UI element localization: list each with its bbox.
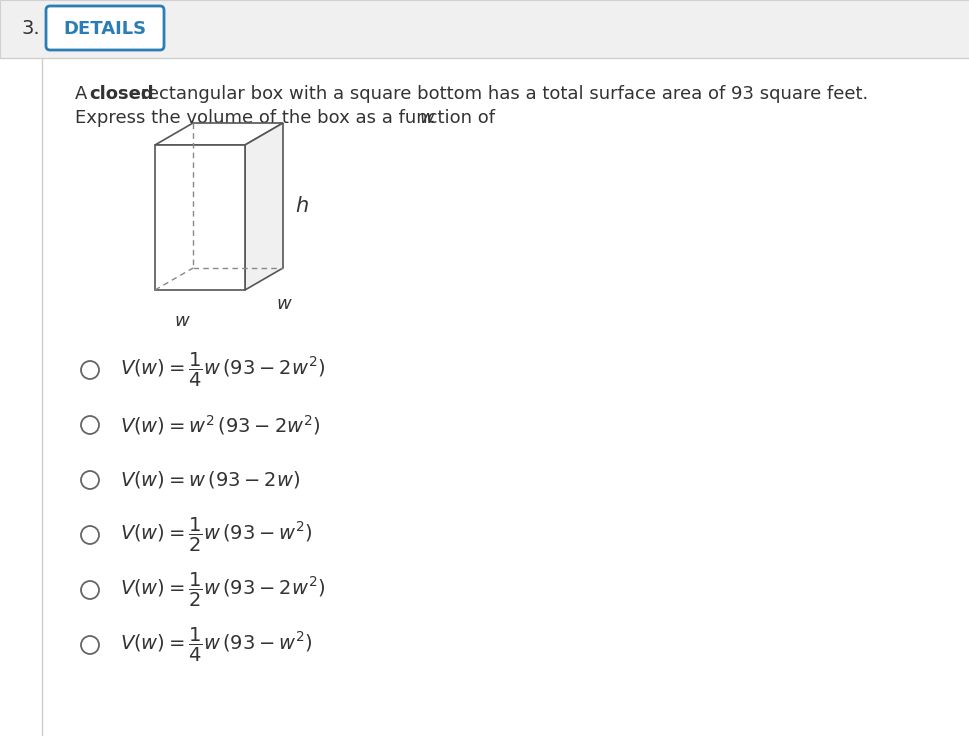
Text: $V(w) = \dfrac{1}{2}w\,(93 - w^2)$: $V(w) = \dfrac{1}{2}w\,(93 - w^2)$ <box>120 516 312 554</box>
Text: $w$: $w$ <box>276 295 293 313</box>
Text: $h$: $h$ <box>295 197 308 216</box>
Text: rectangular box with a square bottom has a total surface area of 93 square feet.: rectangular box with a square bottom has… <box>135 85 867 103</box>
Text: $V(w) = w\,(93 - 2w)$: $V(w) = w\,(93 - 2w)$ <box>120 470 300 490</box>
Text: $V(w) = \dfrac{1}{2}w\,(93 - 2w^2)$: $V(w) = \dfrac{1}{2}w\,(93 - 2w^2)$ <box>120 571 325 609</box>
Text: Express the volume of the box as a function of: Express the volume of the box as a funct… <box>75 109 500 127</box>
Text: $V(w) = \dfrac{1}{4}w\,(93 - 2w^2)$: $V(w) = \dfrac{1}{4}w\,(93 - 2w^2)$ <box>120 351 325 389</box>
Text: 3.: 3. <box>22 19 41 38</box>
Text: A: A <box>75 85 93 103</box>
Text: $w$: $w$ <box>173 312 190 330</box>
FancyBboxPatch shape <box>46 6 164 50</box>
Text: $V(w) = w^2\,(93 - 2w^2)$: $V(w) = w^2\,(93 - 2w^2)$ <box>120 413 320 437</box>
Text: .: . <box>428 109 434 127</box>
Polygon shape <box>155 123 283 145</box>
Polygon shape <box>245 123 283 290</box>
Text: closed: closed <box>89 85 153 103</box>
Text: w: w <box>419 109 433 127</box>
Polygon shape <box>155 145 245 290</box>
FancyBboxPatch shape <box>0 0 969 58</box>
Text: DETAILS: DETAILS <box>63 20 146 38</box>
Text: $V(w) = \dfrac{1}{4}w\,(93 - w^2)$: $V(w) = \dfrac{1}{4}w\,(93 - w^2)$ <box>120 626 312 664</box>
